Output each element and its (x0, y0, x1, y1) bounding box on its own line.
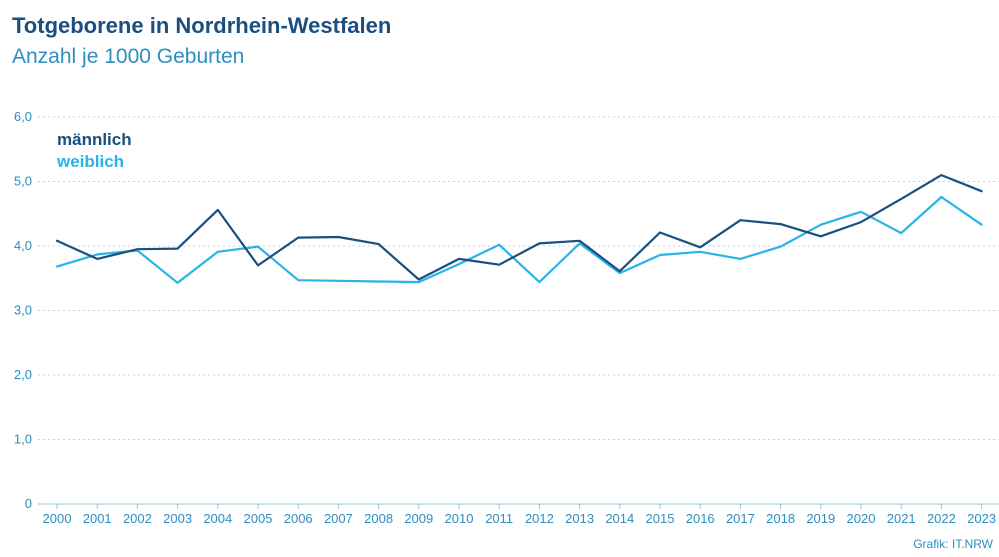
x-tick-label: 2007 (324, 511, 353, 526)
chart-subtitle: Anzahl je 1000 Geburten (12, 45, 245, 68)
x-tick-label: 2001 (83, 511, 112, 526)
x-tick-label: 2016 (686, 511, 715, 526)
x-tick-label: 2015 (646, 511, 675, 526)
y-tick-label: 4,0 (14, 238, 32, 253)
y-tick-label: 5,0 (14, 174, 32, 189)
x-tick-label: 2020 (847, 511, 876, 526)
x-axis-tick-labels: 2000 2001 2002 2003 2004 2005 2006 2007 2008 2009… (43, 504, 996, 526)
series-line-weiblich (55, 195, 983, 284)
source-credit: Grafik: IT.NRW (913, 537, 993, 551)
x-tick-label: 2000 (43, 511, 72, 526)
y-axis-tick-labels: 0 1,0 2,0 3,0 4,0 5,0 6,0 (14, 109, 32, 511)
x-tick-label: 2011 (485, 511, 513, 526)
series-line-maennlich (55, 174, 983, 281)
legend-entry: männlich (57, 130, 132, 149)
legend: männlich weiblich (56, 130, 132, 171)
x-tick-label: 2008 (364, 511, 393, 526)
x-tick-label: 2010 (445, 511, 474, 526)
x-tick-label: 2009 (404, 511, 433, 526)
grid-lines (38, 116, 999, 505)
y-tick-label: 0 (25, 496, 32, 511)
x-tick-label: 2012 (525, 511, 554, 526)
x-tick-label: 2018 (766, 511, 795, 526)
x-tick-label: 2003 (163, 511, 192, 526)
x-tick-label: 2004 (203, 511, 232, 526)
chart-title: Totgeborene in Nordrhein-Westfalen (12, 13, 392, 38)
y-tick-label: 2,0 (14, 367, 32, 382)
x-tick-label: 2017 (726, 511, 755, 526)
x-tick-label: 2005 (244, 511, 273, 526)
legend-entry: weiblich (56, 152, 124, 171)
y-tick-label: 6,0 (14, 109, 32, 124)
data-series (55, 174, 983, 284)
x-tick-label: 2023 (967, 511, 996, 526)
y-tick-label: 1,0 (14, 432, 32, 447)
x-tick-label: 2019 (806, 511, 835, 526)
x-tick-label: 2014 (605, 511, 634, 526)
y-tick-label: 3,0 (14, 303, 32, 318)
x-tick-label: 2006 (284, 511, 313, 526)
x-tick-label: 2021 (887, 511, 916, 526)
x-tick-label: 2002 (123, 511, 152, 526)
x-tick-label: 2013 (565, 511, 594, 526)
x-tick-label: 2022 (927, 511, 956, 526)
